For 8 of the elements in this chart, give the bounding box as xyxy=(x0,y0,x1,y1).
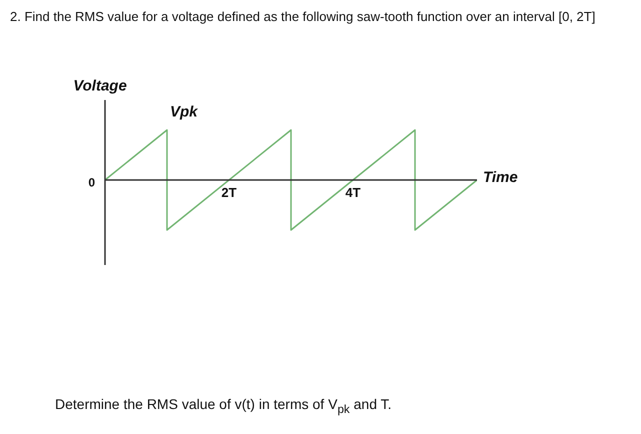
annotation: 0 xyxy=(88,175,96,190)
annotation: Vpk xyxy=(170,104,198,121)
text: Determine the RMS value of v(t) in terms of V$_{pk}$ and T. xyxy=(55,396,392,416)
x-tick-label: 4T xyxy=(345,185,361,200)
x-axis-title: Time xyxy=(483,169,518,186)
chart-title: 2. Find the RMS value for a voltage defined as the following saw-tooth function over an interval [0, 2T] xyxy=(10,8,596,26)
y-axis-title: Voltage xyxy=(73,78,127,95)
x-tick-label: 2T xyxy=(221,185,237,200)
